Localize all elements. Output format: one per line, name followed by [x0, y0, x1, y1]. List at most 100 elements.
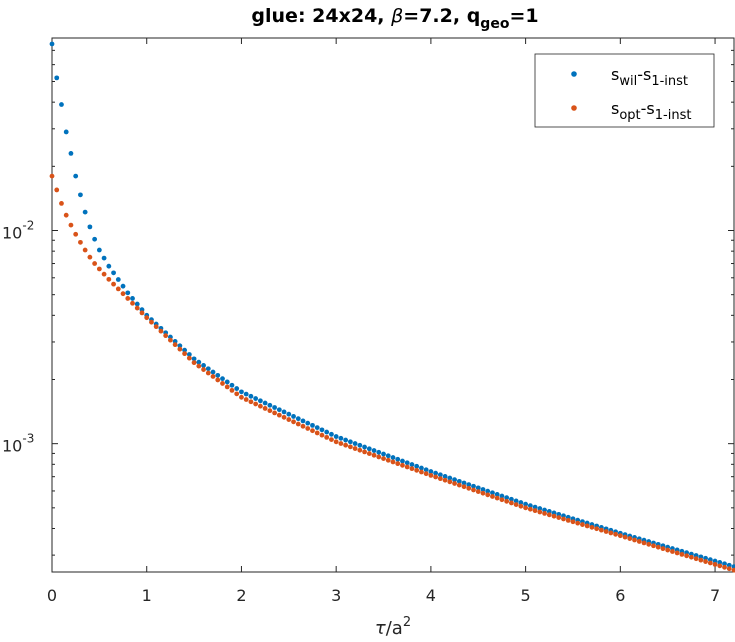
data-point — [532, 504, 538, 510]
y-tick-label: 10-3 — [2, 432, 34, 456]
data-point — [475, 489, 481, 494]
data-point — [87, 224, 93, 230]
data-point — [703, 559, 708, 564]
data-point — [329, 431, 334, 437]
data-point — [196, 359, 202, 365]
data-point — [371, 448, 377, 453]
data-point — [101, 271, 107, 277]
data-point — [433, 470, 439, 476]
data-point — [163, 333, 169, 339]
data-point — [149, 319, 154, 325]
title-beta-symbol: β — [390, 5, 403, 27]
data-point — [651, 543, 656, 549]
data-point — [523, 505, 529, 511]
title-suffix: =1 — [509, 5, 538, 27]
data-point — [92, 261, 98, 266]
data-point — [490, 490, 495, 496]
data-point — [243, 397, 249, 402]
x-axis-label-symbol: τ — [375, 618, 386, 639]
data-point — [731, 567, 735, 573]
data-point — [319, 432, 325, 438]
data-point — [409, 462, 415, 467]
data-point — [509, 500, 514, 506]
x-tick-label: 2 — [236, 586, 246, 605]
data-point — [276, 412, 282, 418]
data-point — [224, 379, 230, 385]
data-point — [433, 474, 439, 480]
legend-marker-series-1 — [571, 71, 577, 77]
data-point — [300, 418, 306, 424]
legend-1-sub2: 1-inst — [651, 74, 688, 89]
data-point — [305, 426, 311, 431]
data-point — [395, 456, 401, 462]
data-point — [366, 446, 372, 452]
data-point — [210, 369, 216, 375]
data-point — [87, 254, 93, 260]
data-point — [480, 490, 486, 496]
data-point — [343, 437, 349, 443]
data-point — [542, 507, 547, 513]
data-point — [343, 442, 349, 448]
plot-area-frame — [51, 37, 735, 573]
data-point — [329, 437, 334, 442]
data-point — [542, 511, 547, 516]
data-point — [556, 515, 562, 520]
data-point — [381, 456, 386, 461]
data-point — [96, 247, 102, 253]
legend-marker-series-2 — [571, 105, 577, 111]
data-point — [125, 296, 131, 301]
x-axis-label: τ/a2 — [375, 615, 411, 639]
data-point — [456, 482, 462, 488]
x-axis-label-text: /a — [386, 618, 403, 639]
y-tick-base: 10 — [2, 437, 22, 456]
x-tick-label: 6 — [615, 586, 625, 605]
data-point — [286, 411, 292, 417]
data-point — [584, 523, 590, 529]
data-point — [527, 506, 533, 512]
title-subscript: geo — [480, 16, 510, 32]
data-point — [281, 409, 287, 415]
legend-2-sub1: opt — [619, 108, 640, 123]
data-point — [485, 488, 491, 494]
data-point — [546, 512, 552, 518]
data-point — [366, 451, 372, 456]
data-point — [134, 301, 140, 307]
data-point — [186, 352, 192, 357]
data-point — [627, 536, 633, 541]
data-point — [490, 494, 495, 499]
data-point — [726, 562, 732, 568]
data-point — [636, 539, 642, 544]
data-point — [248, 393, 254, 399]
data-point — [712, 562, 718, 567]
data-point — [575, 520, 581, 526]
y-tick-label: 10-2 — [2, 219, 34, 243]
data-point — [272, 410, 277, 416]
data-point — [63, 129, 69, 135]
data-point — [603, 529, 609, 534]
data-point — [120, 291, 126, 297]
data-point — [456, 478, 462, 484]
data-point — [291, 419, 296, 425]
data-point — [475, 485, 481, 491]
data-point — [153, 324, 159, 330]
data-point — [688, 554, 694, 560]
data-point — [324, 429, 330, 435]
data-point — [660, 546, 666, 552]
data-point — [262, 400, 268, 406]
data-point — [419, 469, 424, 475]
data-point — [201, 367, 206, 372]
data-point — [499, 497, 505, 503]
data-point — [580, 522, 585, 527]
data-point — [276, 407, 282, 413]
data-point — [622, 534, 628, 540]
data-point — [381, 451, 386, 457]
data-point — [395, 461, 401, 467]
data-point — [428, 472, 434, 478]
data-point — [712, 558, 718, 564]
data-point — [257, 398, 263, 404]
data-point — [239, 389, 244, 395]
data-point — [551, 510, 557, 516]
x-tick-label: 7 — [710, 586, 720, 605]
data-point — [172, 342, 178, 348]
data-point — [286, 417, 292, 422]
